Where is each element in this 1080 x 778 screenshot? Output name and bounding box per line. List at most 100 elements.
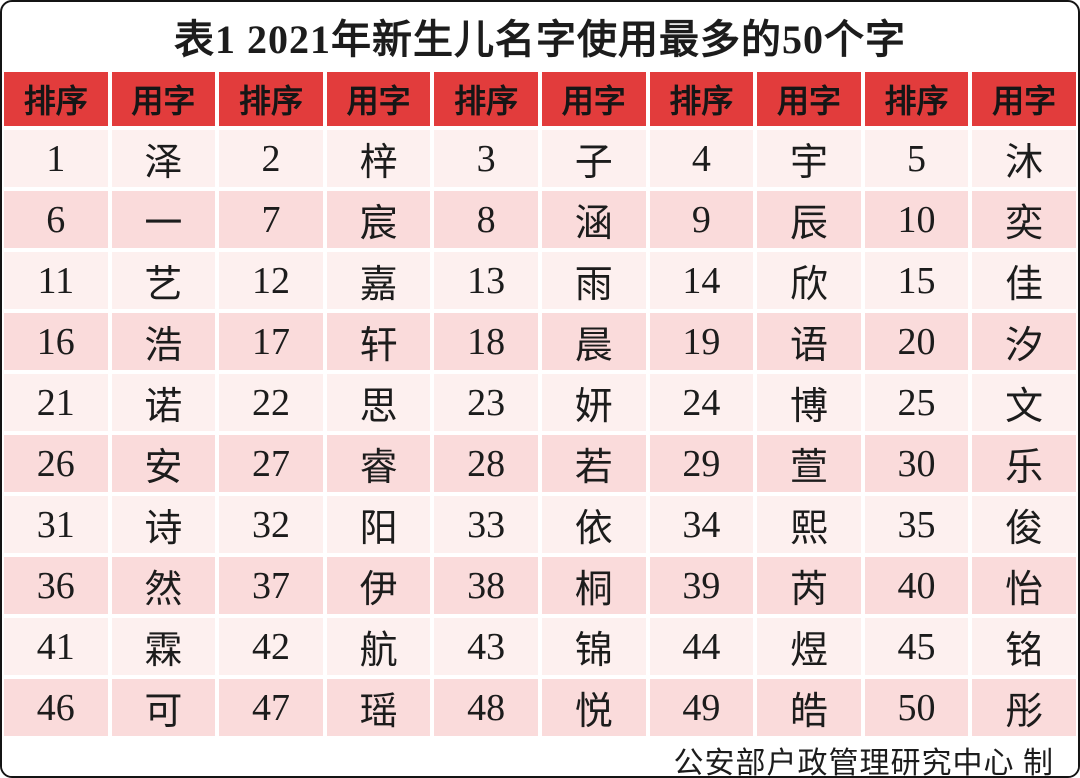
rank-cell: 6 (2, 189, 110, 250)
rank-cell: 15 (862, 250, 971, 311)
header-cell-char: 用字 (539, 70, 648, 128)
rank-cell: 36 (2, 555, 110, 616)
rank-cell: 38 (432, 555, 540, 616)
char-cell: 依 (539, 494, 648, 555)
char-cell: 宸 (324, 189, 433, 250)
char-cell: 铭 (970, 616, 1078, 677)
char-cell: 一 (109, 189, 218, 250)
char-cell: 悦 (539, 677, 648, 738)
char-cell: 奕 (970, 189, 1078, 250)
rank-cell: 20 (862, 311, 971, 372)
table-row: 31 诗 32 阳 33 依 34 熙 35 俊 (2, 494, 1078, 555)
char-cell: 泽 (109, 128, 218, 189)
rank-cell: 2 (217, 128, 325, 189)
rank-cell: 24 (647, 372, 756, 433)
header-cell-char: 用字 (970, 70, 1078, 128)
rank-cell: 4 (647, 128, 756, 189)
char-cell: 熙 (755, 494, 863, 555)
char-cell: 嘉 (324, 250, 433, 311)
char-cell: 航 (324, 616, 433, 677)
rank-cell: 40 (862, 555, 971, 616)
rank-cell: 30 (862, 433, 971, 494)
rank-cell: 31 (2, 494, 110, 555)
char-cell: 若 (539, 433, 648, 494)
char-cell: 轩 (324, 311, 433, 372)
table-row: 41 霖 42 航 43 锦 44 煜 45 铭 (2, 616, 1078, 677)
rank-cell: 27 (217, 433, 325, 494)
table-row: 6 一 7 宸 8 涵 9 辰 10 奕 (2, 189, 1078, 250)
char-cell: 芮 (755, 555, 863, 616)
char-cell: 煜 (755, 616, 863, 677)
rank-cell: 35 (862, 494, 971, 555)
char-cell: 辰 (755, 189, 863, 250)
rank-cell: 12 (217, 250, 325, 311)
char-cell: 沐 (970, 128, 1078, 189)
header-cell-rank: 排序 (2, 70, 110, 128)
rank-cell: 21 (2, 372, 110, 433)
char-cell: 可 (109, 677, 218, 738)
header-cell-rank: 排序 (862, 70, 971, 128)
char-cell: 博 (755, 372, 863, 433)
char-cell: 雨 (539, 250, 648, 311)
source-credit: 公安部户政管理研究中心 制 (673, 747, 1054, 778)
char-cell: 梓 (324, 128, 433, 189)
char-cell: 佳 (970, 250, 1078, 311)
rank-cell: 11 (2, 250, 110, 311)
rank-cell: 47 (217, 677, 325, 738)
rank-cell: 37 (217, 555, 325, 616)
char-cell: 语 (755, 311, 863, 372)
rank-cell: 44 (647, 616, 756, 677)
char-cell: 乐 (970, 433, 1078, 494)
char-cell: 涵 (539, 189, 648, 250)
rank-cell: 22 (217, 372, 325, 433)
char-cell: 诺 (109, 372, 218, 433)
char-cell: 晨 (539, 311, 648, 372)
char-cell: 怡 (970, 555, 1078, 616)
char-cell: 然 (109, 555, 218, 616)
char-cell: 思 (324, 372, 433, 433)
rank-cell: 7 (217, 189, 325, 250)
rank-cell: 29 (647, 433, 756, 494)
rank-cell: 42 (217, 616, 325, 677)
table-title: 表1 2021年新生儿名字使用最多的50个字 (174, 17, 906, 62)
rank-cell: 43 (432, 616, 540, 677)
char-cell: 彤 (970, 677, 1078, 738)
char-cell: 安 (109, 433, 218, 494)
rank-cell: 13 (432, 250, 540, 311)
header-cell-rank: 排序 (217, 70, 325, 128)
rank-cell: 14 (647, 250, 756, 311)
rank-cell: 5 (862, 128, 971, 189)
rank-cell: 45 (862, 616, 971, 677)
char-cell: 皓 (755, 677, 863, 738)
char-cell: 阳 (324, 494, 433, 555)
char-cell: 霖 (109, 616, 218, 677)
rank-cell: 18 (432, 311, 540, 372)
table-row: 36 然 37 伊 38 桐 39 芮 40 怡 (2, 555, 1078, 616)
char-cell: 瑶 (324, 677, 433, 738)
rank-cell: 46 (2, 677, 110, 738)
footer-bar: 公安部户政管理研究中心 制 (2, 738, 1078, 778)
char-cell: 萱 (755, 433, 863, 494)
header-cell-char: 用字 (324, 70, 433, 128)
char-cell: 欣 (755, 250, 863, 311)
rank-cell: 41 (2, 616, 110, 677)
char-cell: 俊 (970, 494, 1078, 555)
rank-cell: 10 (862, 189, 971, 250)
rank-cell: 16 (2, 311, 110, 372)
header-cell-char: 用字 (109, 70, 218, 128)
table-body: 1 泽 2 梓 3 子 4 宇 5 沐 6 一 7 宸 8 涵 9 辰 10 奕 11 艺 12 嘉 13 雨 14 欣 15 佳 16 浩 1… (2, 128, 1078, 738)
header-cell-rank: 排序 (432, 70, 540, 128)
table-header: 排序 用字 排序 用字 排序 用字 排序 用字 排序 用字 (2, 70, 1078, 128)
char-cell: 妍 (539, 372, 648, 433)
char-cell: 伊 (324, 555, 433, 616)
rank-cell: 3 (432, 128, 540, 189)
char-cell: 文 (970, 372, 1078, 433)
title-bar: 表1 2021年新生儿名字使用最多的50个字 (2, 2, 1078, 70)
rank-cell: 34 (647, 494, 756, 555)
rank-cell: 25 (862, 372, 971, 433)
char-cell: 汐 (970, 311, 1078, 372)
char-cell: 锦 (539, 616, 648, 677)
rank-cell: 33 (432, 494, 540, 555)
